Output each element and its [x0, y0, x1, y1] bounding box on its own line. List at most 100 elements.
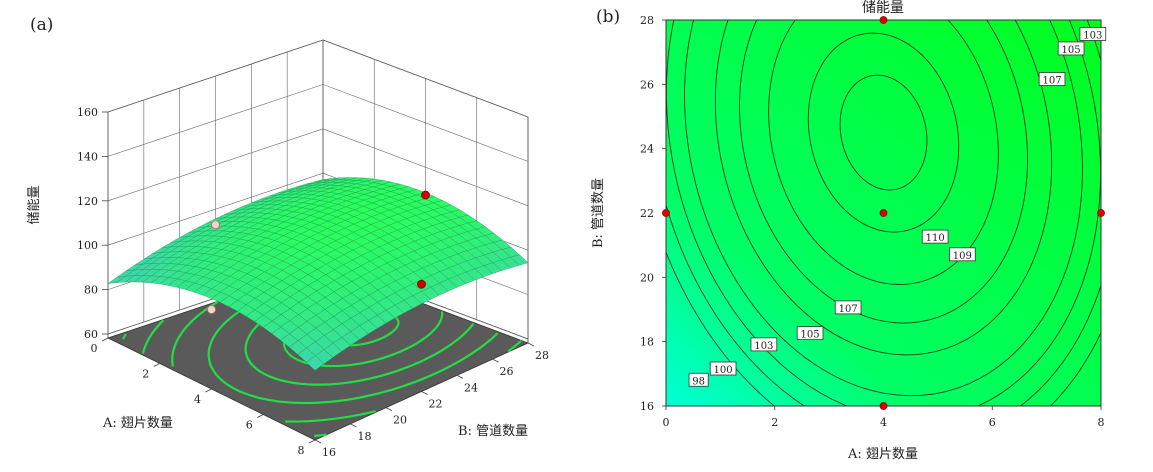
contour-level-labels: 98 100 103 105 107 109 110 107 105 103	[688, 27, 1107, 387]
floor-contour-line	[451, 332, 499, 367]
contour-label-text: 110	[926, 233, 945, 244]
x-tick-label: 0	[91, 342, 98, 355]
contour-line	[684, 20, 1083, 397]
contour-y-tick-label: 28	[640, 14, 654, 27]
floor-contour-line	[314, 433, 327, 438]
contour-level-label: 100	[709, 361, 737, 376]
contour-level-label: 110	[921, 229, 949, 244]
contour-level-label: 107	[834, 300, 862, 315]
floor-contour-line	[285, 410, 376, 423]
z-tick-label: 140	[77, 150, 98, 163]
y-tick-label: 18	[358, 430, 372, 443]
contour-y-axis-label: B: 管道数量	[591, 178, 606, 248]
contour-label-text: 107	[1043, 76, 1062, 87]
floor-contour-line	[121, 333, 127, 340]
design-points-3d	[207, 190, 430, 314]
floor-contour-line	[408, 311, 444, 349]
contour-level-label: 103	[750, 337, 778, 352]
contour-x-tick-label: 4	[880, 416, 887, 429]
y-tick-mark	[492, 358, 499, 363]
contour-line	[839, 74, 928, 191]
contour-x-tick-label: 6	[989, 416, 996, 429]
contour-design-point	[662, 209, 670, 217]
design-point-3d	[421, 190, 430, 200]
y-tick-label: 24	[464, 381, 478, 394]
x-tick-label: 8	[298, 444, 305, 457]
y-tick-label: 20	[393, 414, 407, 427]
contour-level-label: 103	[1079, 27, 1107, 41]
contour-label-box	[834, 300, 862, 315]
y-tick-mark	[421, 391, 428, 395]
y-tick-mark	[456, 374, 464, 379]
y-tick-label: 28	[535, 349, 549, 362]
x-tick-mark	[257, 414, 264, 418]
contour-line	[666, 20, 1101, 406]
contour-y-tick-label: 16	[640, 400, 654, 413]
contour-line	[714, 20, 1053, 356]
contour-level-label: 107	[1038, 72, 1066, 87]
contour-label-text: 105	[801, 330, 820, 341]
contour-label-box	[949, 247, 976, 262]
contour-level-label: 109	[949, 247, 976, 262]
x-tick-mark	[101, 337, 109, 342]
z-tick-label: 60	[84, 328, 98, 341]
contour-label-text: 105	[1062, 45, 1081, 56]
contour-label-text: 98	[692, 376, 705, 387]
x-tick-mark	[153, 363, 160, 367]
contour-level-label: 105	[796, 326, 824, 341]
contour-line	[666, 250, 1101, 406]
z-tick-label: 100	[77, 239, 98, 252]
contour-label-box	[921, 229, 949, 244]
floor-contour-line	[429, 322, 475, 358]
contour-y-tick-label: 22	[640, 207, 654, 220]
panel-b-label: (b)	[596, 7, 620, 27]
contour-x-tick-label: 2	[771, 416, 778, 429]
y-tick-mark	[350, 423, 357, 428]
response-surface	[107, 177, 529, 371]
contour-title: 储能量	[862, 0, 904, 16]
floor-contour-line	[507, 340, 522, 353]
y-axis-label: B: 管道数量	[458, 424, 528, 439]
contour-level-label: 98	[688, 372, 709, 387]
contour-label-box	[750, 337, 778, 352]
contour-label-text: 100	[714, 365, 733, 376]
contour-line	[807, 32, 960, 233]
contour-x-tick-label: 0	[663, 416, 670, 429]
contour-label-text: 103	[754, 341, 773, 352]
floor-contour-line	[141, 319, 165, 354]
contour-line	[739, 20, 1028, 324]
y-tick-mark	[314, 439, 322, 444]
design-point-3d	[211, 220, 220, 230]
z-tick-label: 80	[84, 284, 98, 297]
x-tick-label: 4	[194, 393, 201, 406]
panel-a-label: (a)	[30, 15, 53, 35]
x-tick-mark	[205, 388, 212, 393]
contour-label-box	[709, 361, 737, 376]
contour-line	[666, 20, 1101, 406]
contour-label-box	[1079, 27, 1107, 41]
contour-label-box	[1038, 72, 1066, 86]
z-tick-label: 120	[77, 195, 98, 208]
z-tick-label: 160	[77, 106, 98, 119]
contour-y-tick-label: 20	[640, 271, 654, 284]
x-tick-label: 2	[142, 368, 149, 381]
contour-label-text: 109	[953, 251, 972, 262]
contour-label-box	[796, 326, 824, 341]
contour-label-box	[1057, 41, 1085, 56]
contour-y-tick-label: 18	[640, 336, 654, 349]
x-tick-label: 6	[246, 419, 253, 432]
contour-design-point	[879, 16, 888, 24]
contour-lines	[666, 20, 1101, 406]
contour-label-box	[688, 372, 709, 387]
x-axis-label: A: 翅片数量	[102, 415, 173, 431]
contour-label-text: 107	[839, 304, 858, 315]
y-tick-mark	[527, 342, 535, 347]
contour-x-axis-label: A: 翅片数量	[847, 446, 918, 462]
surface-facet	[306, 355, 325, 371]
contour-x-tick-label: 8	[1098, 416, 1105, 429]
